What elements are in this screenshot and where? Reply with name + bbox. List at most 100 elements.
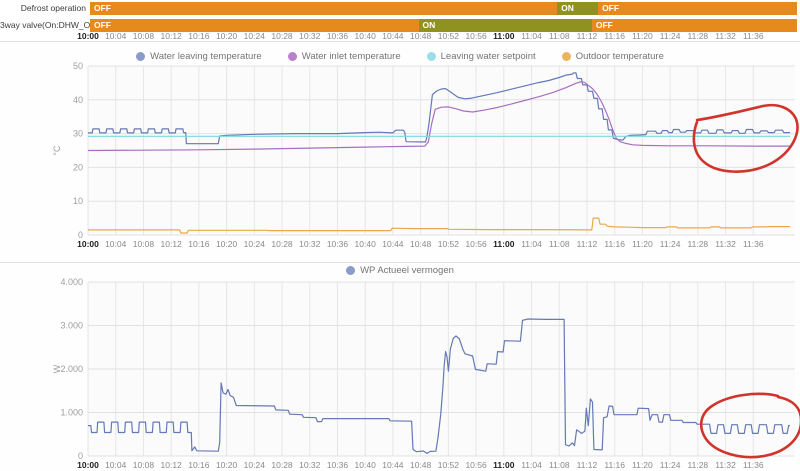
temperature-chart-section: 0 10 20 30 40 50 °C 10:00 10:04 10:08 10:12 10:16 10… xyxy=(0,42,800,263)
legend-label: Outdoor temperature xyxy=(575,51,664,62)
x-axis-tick-label: 11:32 xyxy=(715,460,736,470)
timeline-bar-defrost[interactable]: OFF ON OFF xyxy=(90,2,797,15)
timeline-segment-label: OFF xyxy=(94,20,111,30)
x-axis-tick-label: 10:40 xyxy=(355,460,377,470)
time-tick-label: 11:12 xyxy=(576,31,598,41)
power-chart-legend: WP Actueel vermogen xyxy=(0,265,800,276)
series-line xyxy=(88,217,790,234)
time-tick-label: 11:36 xyxy=(742,31,764,41)
x-axis-tick-label: 11:00 xyxy=(493,460,515,470)
legend-dot-icon xyxy=(346,266,356,275)
x-axis-tick-label: 10:28 xyxy=(271,239,293,249)
time-tick-label: 10:28 xyxy=(271,31,293,41)
timeline-segment-on: ON xyxy=(557,2,599,15)
timeline-segment-off: OFF xyxy=(90,2,558,15)
x-axis-tick-label: 11:16 xyxy=(604,239,625,249)
x-axis-tick-label: 10:12 xyxy=(161,239,183,249)
timeline-row-defrost: Defrost operation OFF ON OFF xyxy=(0,2,800,15)
x-axis-tick-label: 10:36 xyxy=(327,460,349,470)
time-tick-label: 10:52 xyxy=(437,31,459,41)
series-line xyxy=(88,72,790,145)
timeline-row-3way-valve: 3way valve(On:DHW_Off:Space) OFF ON OFF xyxy=(0,19,800,32)
x-axis-tick-label: 10:16 xyxy=(188,239,210,249)
time-tick-label: 11:28 xyxy=(687,31,709,41)
x-axis-tick-label: 10:48 xyxy=(410,239,432,249)
time-tick-label: 10:16 xyxy=(188,31,210,41)
x-axis-tick-label: 11:32 xyxy=(715,239,736,249)
x-axis-tick-label: 11:20 xyxy=(632,460,653,470)
time-tick-label: 10:56 xyxy=(465,31,487,41)
y-axis-tick-label: 20 xyxy=(73,162,83,172)
hand-drawn-circle-annotation xyxy=(692,103,799,173)
x-axis-tick-label: 11:36 xyxy=(743,460,764,470)
temperature-chart[interactable]: 0 10 20 30 40 50 °C 10:00 10:04 10:08 10:12 10:16 10… xyxy=(0,42,800,262)
y-axis-title: W xyxy=(52,364,62,373)
x-axis-tick-label: 10:40 xyxy=(355,239,377,249)
plot-area[interactable] xyxy=(88,66,795,235)
time-tick-label: 11:32 xyxy=(715,31,736,41)
y-axis-tick-label: 1.000 xyxy=(60,408,83,418)
y-axis-tick-label: 50 xyxy=(73,61,83,71)
x-axis-tick-label: 10:20 xyxy=(216,239,238,249)
x-axis-tick-label: 11:04 xyxy=(521,239,542,249)
y-axis-tick-label: 30 xyxy=(73,129,83,139)
timeline-segment-off: OFF xyxy=(90,19,419,32)
y-axis-tick-label: 4.000 xyxy=(60,277,83,287)
timeline-segment-label: OFF xyxy=(602,3,620,13)
x-axis-tick-label: 10:00 xyxy=(77,239,99,249)
x-axis-tick-label: 10:24 xyxy=(244,239,266,249)
y-axis-tick-label: 10 xyxy=(73,196,83,206)
x-axis-tick-label: 10:56 xyxy=(465,460,487,470)
x-axis-tick-label: 10:12 xyxy=(161,460,183,470)
time-tick-label: 11:16 xyxy=(604,31,625,41)
series-line xyxy=(88,318,790,454)
x-axis-tick-label: 11:04 xyxy=(521,460,542,470)
legend-item: Water inlet temperature xyxy=(287,51,401,62)
legend-dot-icon xyxy=(136,52,146,61)
time-tick-label: 10:32 xyxy=(299,31,321,41)
time-tick-label: 11:00 xyxy=(493,31,515,41)
x-axis-tick-label: 10:04 xyxy=(105,239,127,249)
legend-item: WP Actueel vermogen xyxy=(346,265,454,276)
x-axis-tick-label: 10:44 xyxy=(382,460,404,470)
time-tick-label: 10:12 xyxy=(160,31,182,41)
legend-label: Water leaving temperature xyxy=(150,51,262,62)
x-axis-tick-label: 10:08 xyxy=(133,239,155,249)
x-axis-tick-label: 11:12 xyxy=(577,460,598,470)
timeline-row-label: 3way valve(On:DHW_Off:Space) xyxy=(0,20,125,30)
series-line xyxy=(87,81,790,152)
time-tick-label: 10:48 xyxy=(409,31,432,41)
y-axis-tick-label: 3.000 xyxy=(60,321,83,331)
timeline-segment-label: ON xyxy=(422,20,436,30)
legend-dot-icon xyxy=(426,52,436,61)
timeline-segment-off: OFF xyxy=(591,19,797,32)
legend-item: Water leaving temperature xyxy=(136,51,262,62)
time-tick-label: 10:40 xyxy=(354,31,376,41)
time-tick-label: 11:04 xyxy=(521,31,542,41)
y-axis-tick-label: 0 xyxy=(78,230,83,240)
time-tick-label: 11:20 xyxy=(632,31,653,41)
y-axis-tick-label: 2.000 xyxy=(60,364,83,374)
timeline-row-label: Defrost operation xyxy=(20,3,86,13)
state-timeline-panel: Defrost operation OFF ON OFF 3way valve(On… xyxy=(0,0,800,42)
time-tick-label: 10:04 xyxy=(105,31,127,41)
x-axis-tick-label: 11:36 xyxy=(743,239,764,249)
temperature-chart-legend: Water leaving temperature Water inlet tem… xyxy=(0,51,800,62)
x-axis-tick-label: 10:20 xyxy=(216,460,238,470)
timeline-segment-label: OFF xyxy=(595,20,613,30)
y-axis-title: °C xyxy=(52,145,62,156)
time-tick-label: 10:08 xyxy=(132,31,155,41)
power-chart[interactable]: 0 1.000 2.000 3.000 4.000 W 10:00 10:04 10:08 10:… xyxy=(0,263,800,471)
legend-label: Water inlet temperature xyxy=(301,51,401,62)
x-axis-tick-label: 11:08 xyxy=(549,239,570,249)
time-tick-label: 11:24 xyxy=(659,31,681,41)
x-axis-tick-label: 11:28 xyxy=(688,239,709,249)
time-tick-label: 10:00 xyxy=(77,31,99,41)
x-axis-tick-label: 11:16 xyxy=(604,460,625,470)
timeline-segment-off: OFF xyxy=(598,2,797,15)
x-axis-tick-label: 11:20 xyxy=(632,239,653,249)
x-axis-tick-label: 11:00 xyxy=(493,239,515,249)
timeline-bar-3way-valve[interactable]: OFF ON OFF xyxy=(90,19,797,32)
legend-item: Outdoor temperature xyxy=(561,51,664,62)
